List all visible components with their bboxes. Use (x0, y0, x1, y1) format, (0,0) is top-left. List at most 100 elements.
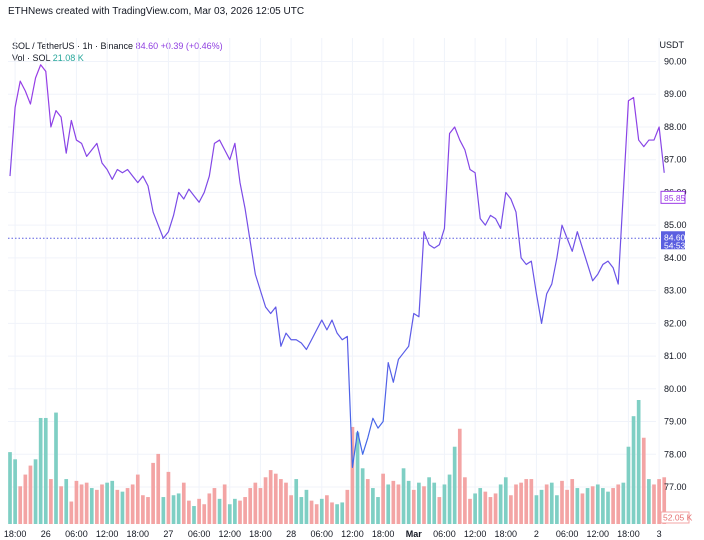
y-tick-label: 85.00 (664, 220, 687, 230)
volume-bar (279, 479, 283, 524)
volume-bar (325, 495, 329, 524)
volume-bar (519, 482, 523, 524)
y-tick-label: 77.00 (664, 482, 687, 492)
x-tick-label: 06:00 (433, 529, 456, 539)
chart-legend: SOL / TetherUS · 1h · Binance 84.60 +0.3… (12, 40, 223, 64)
volume-bar (130, 484, 135, 524)
y-tick-label: 81.00 (664, 351, 687, 361)
y-tick-label: 87.00 (664, 155, 687, 165)
volume-bar (248, 488, 253, 524)
volume-bar (396, 484, 401, 524)
volume-bar (95, 489, 99, 524)
volume-bar (457, 428, 462, 524)
volume-bar (289, 495, 293, 524)
legend-change: +0.39 (+0.46%) (160, 41, 223, 51)
current-price-badge-text: 84.60 (664, 232, 686, 242)
volume-bar (616, 484, 621, 524)
volume-bar (595, 484, 600, 524)
volume-label: Vol · SOL (12, 53, 51, 63)
volume-bar (294, 479, 299, 524)
volume-bar (549, 482, 554, 524)
volume-bar (166, 471, 171, 524)
volume-bar (146, 497, 150, 524)
volume-bar (238, 500, 242, 524)
volume-bar (212, 488, 217, 524)
x-tick-label: 28 (286, 529, 296, 539)
volume-bar (570, 479, 575, 524)
symbol-legend-row[interactable]: SOL / TetherUS · 1h · Binance 84.60 +0.3… (12, 40, 223, 52)
volume-bar (452, 446, 457, 524)
volume-bar (319, 498, 324, 524)
y-tick-label: 83.00 (664, 286, 687, 296)
volume-bar (503, 477, 508, 524)
volume-bar (330, 502, 334, 524)
volume-bar (417, 482, 421, 524)
chart-caption: ETHNews created with TradingView.com, Ma… (8, 6, 305, 17)
volume-bar (350, 426, 355, 524)
volume-bar (38, 417, 43, 524)
volume-bar (115, 489, 120, 524)
x-tick-label: 06:00 (311, 529, 334, 539)
volume-bar (442, 484, 447, 524)
volume-bar (590, 486, 595, 524)
x-tick-label: 3 (657, 529, 662, 539)
volume-bar (360, 468, 365, 524)
volume-bar (386, 484, 391, 524)
volume-bar (151, 462, 155, 524)
x-tick-label: 27 (163, 529, 173, 539)
x-tick-label: 12:00 (587, 529, 610, 539)
y-tick-label: 84.00 (664, 253, 687, 263)
volume-bar (376, 497, 380, 524)
volume-bar (135, 474, 140, 524)
volume-bar (243, 497, 247, 524)
volume-badge-text: 52.05 K (663, 513, 693, 523)
volume-bar (314, 504, 319, 524)
x-tick-label: 12:00 (96, 529, 119, 539)
volume-bar (621, 482, 626, 524)
volume-bar (217, 498, 222, 524)
volume-legend-row[interactable]: Vol · SOL 21.08 K (12, 52, 223, 64)
volume-bar (529, 479, 534, 524)
volume-bar (64, 479, 69, 524)
volume-bar (560, 480, 564, 524)
y-tick-label: 88.00 (664, 122, 687, 132)
volume-bar (105, 482, 109, 524)
volume-bar (427, 477, 431, 524)
volume-bar (171, 495, 176, 524)
x-tick-label: 2 (534, 529, 539, 539)
symbol-label: SOL / TetherUS · 1h · Binance (12, 41, 134, 51)
volume-badge (660, 511, 690, 524)
volume-bar (371, 488, 375, 524)
volume-bar (514, 484, 518, 524)
volume-bar (381, 473, 385, 524)
currency-label: USDT (659, 40, 685, 50)
volume-bar (258, 488, 263, 524)
volume-bar (601, 488, 605, 524)
volume-bar (253, 482, 258, 524)
volume-bar (463, 477, 467, 524)
x-tick-label: 18:00 (495, 529, 518, 539)
volume-bar (284, 482, 288, 524)
x-tick-label: 26 (41, 529, 51, 539)
volume-bar (156, 453, 161, 524)
volume-bar (657, 479, 661, 524)
volume-bar (125, 488, 130, 524)
countdown-badge-text: 54:53 (664, 240, 686, 250)
volume-bar (89, 488, 94, 524)
volume-bar (478, 488, 483, 524)
volume-bar (555, 495, 559, 524)
volume-bar (355, 432, 360, 524)
volume-bar (18, 486, 23, 524)
price-line-layer (8, 64, 665, 468)
volume-bar (636, 400, 641, 524)
volume-bar (340, 502, 345, 524)
x-tick-label: 18:00 (4, 529, 27, 539)
volume-bar (299, 497, 304, 524)
volume-bar (662, 477, 667, 524)
volume-bar (447, 474, 452, 524)
volume-bar (580, 493, 585, 524)
volume-bar (120, 491, 125, 524)
volume-bar (79, 484, 84, 524)
